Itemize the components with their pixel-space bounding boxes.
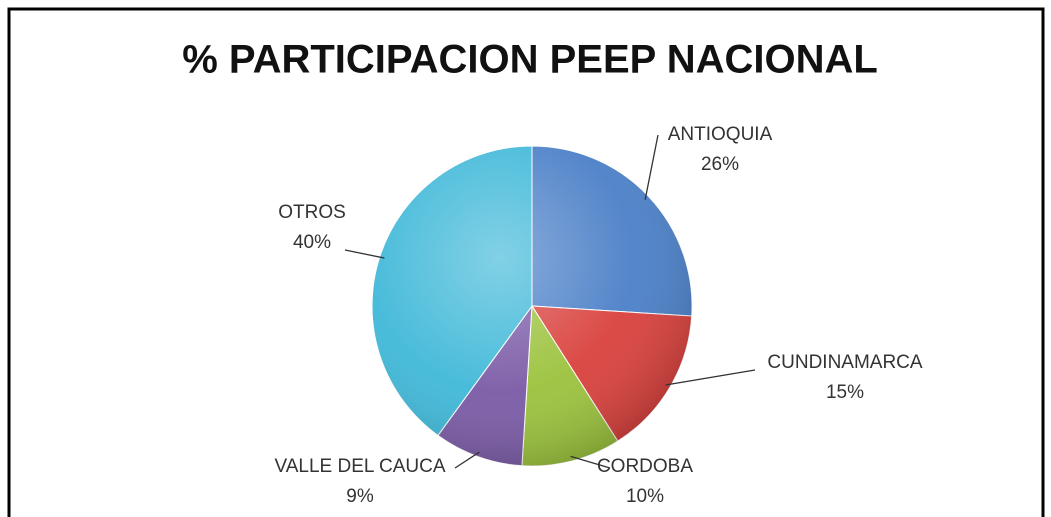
slice-label: CORDOBA xyxy=(597,456,693,477)
chart-frame xyxy=(7,7,1045,517)
pie-slice xyxy=(531,145,693,317)
leader-line xyxy=(644,134,659,200)
slice-label: OTROS xyxy=(278,202,346,223)
leader-line xyxy=(665,369,756,386)
slice-label: ANTIOQUIA xyxy=(668,124,773,145)
slice-label: VALLE DEL CAUCA xyxy=(274,456,445,477)
leader-line xyxy=(454,451,480,469)
chart-title: % PARTICIPACION PEEP NACIONAL xyxy=(182,38,878,82)
pie xyxy=(371,145,693,467)
slice-value-label: 15% xyxy=(826,382,864,403)
slice-value-label: 40% xyxy=(293,232,331,253)
leader-line xyxy=(570,455,611,469)
slice-value-label: 9% xyxy=(346,486,374,507)
slice-value-label: 26% xyxy=(701,154,739,175)
slice-value-label: 10% xyxy=(626,486,664,507)
leader-line xyxy=(344,249,385,259)
slice-label: CUNDINAMARCA xyxy=(767,352,923,373)
